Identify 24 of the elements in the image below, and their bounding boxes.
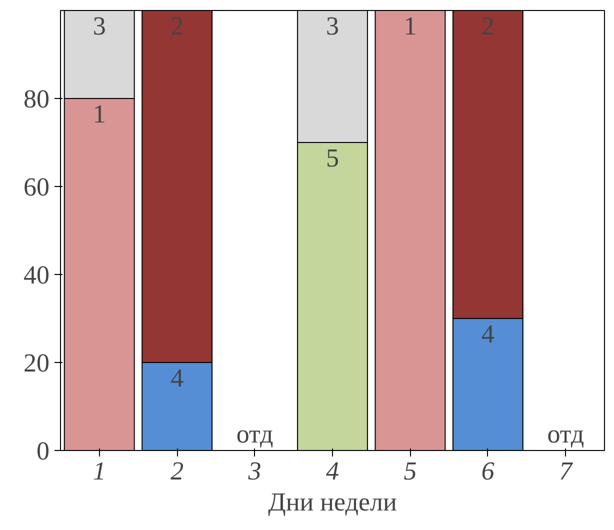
y-tick-label: 20 xyxy=(24,348,50,378)
y-tick-label: 0 xyxy=(36,436,50,466)
series-label: 5 xyxy=(326,144,339,172)
series-label: 1 xyxy=(92,100,106,128)
x-tick-label: 3 xyxy=(247,456,262,486)
x-tick-label: 1 xyxy=(92,456,106,486)
x-tick-label: 4 xyxy=(326,456,339,486)
x-tick-label: 5 xyxy=(404,456,417,486)
x-tick-label: 2 xyxy=(170,456,184,486)
category-label: 4 xyxy=(481,320,494,348)
y-tick-label: 60 xyxy=(24,172,50,202)
annotation: отд xyxy=(547,420,584,448)
x-tick-label: 6 xyxy=(481,456,494,486)
x-axis-title: Дни недели xyxy=(268,488,397,516)
series-label: 2 xyxy=(170,12,184,40)
y-tick-label: 40 xyxy=(24,260,50,290)
category-label: 2 xyxy=(481,12,494,40)
category-label: 1 xyxy=(404,12,417,40)
y-tick-label: 80 xyxy=(24,84,50,114)
series-label: 4 xyxy=(170,364,184,392)
category-label: 3 xyxy=(326,12,339,40)
annotation: отд xyxy=(236,420,274,448)
x-tick-label: 7 xyxy=(559,456,574,486)
series-label: 3 xyxy=(92,12,106,40)
